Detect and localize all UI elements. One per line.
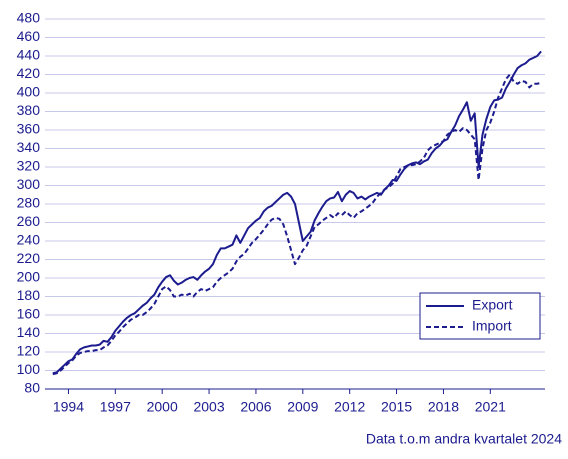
y-tick-label: 100 xyxy=(17,361,41,377)
x-tick-label: 2012 xyxy=(334,399,365,415)
y-tick-label: 220 xyxy=(17,250,41,266)
y-tick-label: 420 xyxy=(17,65,41,81)
y-tick-label: 280 xyxy=(17,195,41,211)
y-tick-label: 140 xyxy=(17,324,41,340)
x-tick-label: 2006 xyxy=(240,399,271,415)
x-tick-label: 2003 xyxy=(193,399,224,415)
legend-label: Export xyxy=(472,297,513,313)
x-tick-label: 1997 xyxy=(100,399,131,415)
x-tick-label: 1994 xyxy=(53,399,84,415)
y-tick-label: 480 xyxy=(17,10,41,26)
x-tick-label: 2009 xyxy=(287,399,318,415)
y-tick-label: 320 xyxy=(17,158,41,174)
y-tick-label: 340 xyxy=(17,139,41,155)
legend-box xyxy=(419,292,541,340)
x-tick-label: 2018 xyxy=(428,399,459,415)
x-tick-label: 2021 xyxy=(475,399,506,415)
y-tick-label: 380 xyxy=(17,102,41,118)
y-tick-label: 440 xyxy=(17,47,41,63)
y-tick-label: 160 xyxy=(17,306,41,322)
x-tick-label: 2000 xyxy=(147,399,178,415)
series-line xyxy=(52,50,542,375)
y-tick-label: 400 xyxy=(17,84,41,100)
y-tick-label: 200 xyxy=(17,269,41,285)
x-tick-label: 2015 xyxy=(381,399,412,415)
y-tick-label: 80 xyxy=(24,380,40,396)
y-tick-label: 300 xyxy=(17,176,41,192)
y-tick-label: 360 xyxy=(17,121,41,137)
y-tick-label: 260 xyxy=(17,213,41,229)
note: Data t.o.m andra kvartalet 2024 xyxy=(366,431,562,447)
legend-label: Import xyxy=(472,318,512,334)
y-tick-label: 120 xyxy=(17,343,41,359)
series-line xyxy=(52,73,542,376)
y-tick-label: 180 xyxy=(17,287,41,303)
y-tick-label: 460 xyxy=(17,28,41,44)
y-tick-label: 240 xyxy=(17,232,41,248)
